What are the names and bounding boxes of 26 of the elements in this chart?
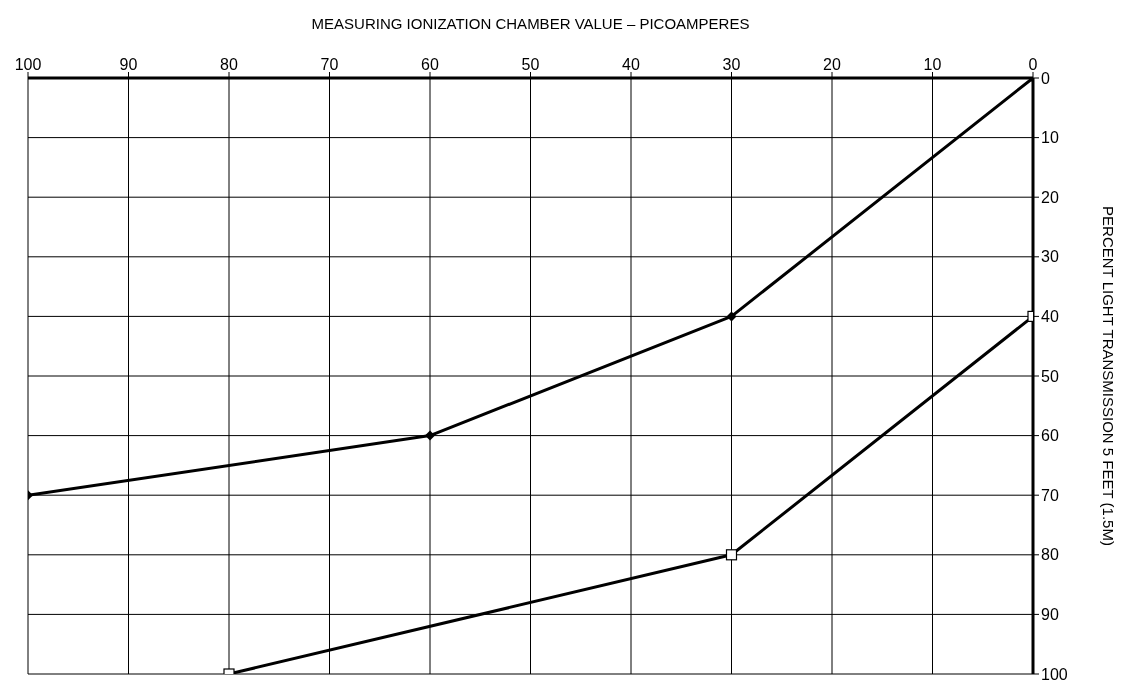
x-tick-label: 100 xyxy=(14,56,42,73)
x-tick-label: 10 xyxy=(923,56,942,73)
y-tick-label: 20 xyxy=(1041,188,1059,206)
point xyxy=(726,311,737,322)
y-tick-label: 70 xyxy=(1041,486,1059,504)
y-tick-label: 90 xyxy=(1041,606,1059,624)
y-tick-label: 10 xyxy=(1041,129,1059,147)
x-tick-label: 60 xyxy=(421,56,439,73)
y-tick-label: 50 xyxy=(1041,367,1059,385)
x-tick-label: 80 xyxy=(220,56,238,73)
y-tick-label: 30 xyxy=(1041,248,1059,266)
x-axis-title: MEASURING IONIZATION CHAMBER VALUE – PICOAMPERES xyxy=(311,14,750,32)
y-tick-label: 60 xyxy=(1041,427,1059,445)
x-tick-label: 40 xyxy=(622,56,640,73)
x-tick-label: 20 xyxy=(823,56,841,73)
x-tick-label: 30 xyxy=(722,56,741,73)
y-tick-label: 80 xyxy=(1041,546,1059,564)
x-tick-label: 0 xyxy=(1028,56,1038,73)
y-tick-label: 0 xyxy=(1041,69,1050,87)
point xyxy=(425,430,435,441)
y-axis-title: PERCENT LIGHT TRANSMISSION 5 FEET (1.5M) xyxy=(1099,206,1117,546)
y-tick-label: 100 xyxy=(1041,665,1068,683)
y-tick-label: 40 xyxy=(1041,308,1059,326)
x-tick-label: 90 xyxy=(119,56,138,73)
x-tick-label: 70 xyxy=(320,56,339,73)
x-tick-label: 50 xyxy=(521,56,540,73)
